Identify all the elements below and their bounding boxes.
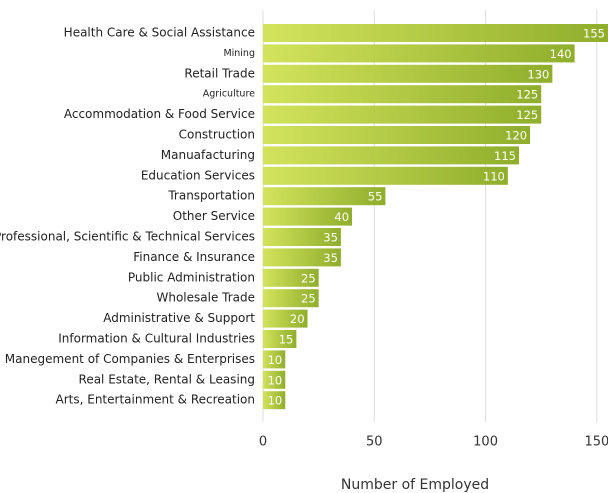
value-label: 10	[268, 394, 283, 408]
bar	[263, 24, 608, 42]
y-tick-label: Other Service	[173, 209, 255, 223]
value-label: 125	[516, 88, 538, 102]
bar	[263, 126, 531, 144]
y-tick-label: Construction	[179, 128, 255, 142]
bar	[263, 370, 286, 389]
value-label: 10	[268, 373, 283, 387]
bar	[263, 105, 542, 124]
y-tick-label: Transportation	[167, 189, 255, 203]
bar	[263, 146, 519, 165]
bar	[263, 391, 286, 410]
value-label: 25	[301, 271, 316, 285]
y-tick-label: Manuafacturing	[161, 148, 255, 162]
bar	[263, 207, 353, 226]
value-label: 20	[290, 312, 305, 326]
y-tick-label: Retail Trade	[184, 66, 255, 80]
value-label: 125	[516, 108, 538, 122]
value-label: 15	[279, 333, 294, 347]
value-label: 10	[268, 353, 283, 367]
bar	[263, 166, 508, 185]
x-tick-label: 0	[259, 435, 267, 450]
bar	[263, 350, 286, 369]
y-tick-label: Agriculture	[203, 89, 255, 100]
bar	[263, 289, 319, 308]
y-tick-label: Real Estate, Rental & Leasing	[79, 372, 255, 386]
value-label: 25	[301, 292, 316, 306]
y-tick-label: Professional, Scientific & Technical Ser…	[0, 230, 255, 244]
y-tick-label: Mining	[223, 48, 255, 59]
value-label: 110	[483, 169, 505, 183]
y-tick-label: Accommodation & Food Service	[64, 107, 255, 121]
bar	[263, 268, 319, 287]
y-tick-label: Finance & Insurance	[133, 250, 255, 264]
x-tick-label: 100	[473, 435, 498, 450]
x-tick-label: 50	[366, 435, 383, 450]
value-label: 35	[323, 251, 338, 265]
bar	[263, 44, 575, 63]
y-tick-label: Education Services	[141, 168, 255, 182]
x-axis-label: Number of Employed	[341, 477, 489, 493]
bar	[263, 309, 308, 328]
value-label: 35	[323, 231, 338, 245]
y-tick-label: Wholesale Trade	[156, 291, 255, 305]
value-label: 120	[505, 129, 527, 143]
value-label: 115	[494, 149, 516, 163]
value-label: 140	[550, 47, 572, 61]
y-tick-label: Public Administration	[128, 270, 255, 284]
value-label: 55	[368, 190, 383, 204]
value-label: 155	[583, 27, 605, 41]
value-label: 40	[334, 210, 349, 224]
y-tick-label: Manegement of Companies & Enterprises	[5, 352, 255, 366]
bar	[263, 187, 386, 206]
y-tick-label: Health Care & Social Assistance	[64, 26, 255, 40]
bar	[263, 228, 341, 246]
x-tick-label: 150	[584, 435, 608, 450]
bar	[263, 248, 341, 267]
y-tick-label: Arts, Entertainment & Recreation	[56, 393, 255, 407]
bar	[263, 85, 542, 104]
value-label: 130	[527, 67, 549, 81]
y-tick-label: Administrative & Support	[103, 311, 255, 325]
y-tick-label: Information & Cultural Industries	[58, 332, 255, 346]
bar	[263, 64, 553, 83]
bar	[263, 330, 297, 348]
